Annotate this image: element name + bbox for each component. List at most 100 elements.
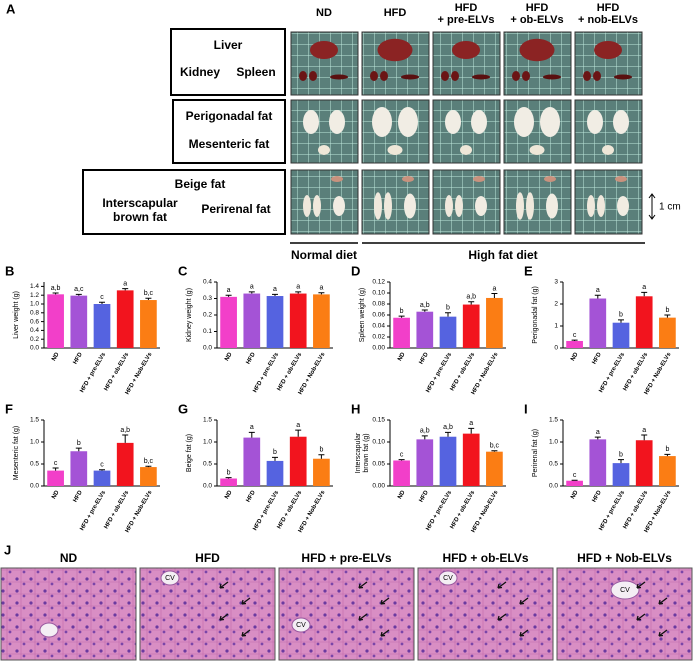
y-tick-label: 1.5 [203, 417, 212, 424]
perirenal-fat [617, 196, 629, 216]
organ-label: Spleen [236, 65, 275, 79]
organ-label: Liver [214, 38, 243, 52]
perigonadal-fat [613, 110, 629, 134]
mesenteric-fat [387, 145, 403, 155]
panel-label: A [6, 1, 16, 16]
error-bar [248, 291, 255, 294]
bar [313, 458, 330, 486]
y-tick-label: 0.0 [549, 483, 558, 490]
y-tick-label: 1 [554, 323, 558, 330]
arrow [519, 629, 529, 637]
brown-fat [313, 195, 321, 217]
x-tick-label: HFD [73, 489, 85, 503]
bar [566, 340, 583, 348]
arrow [658, 597, 668, 605]
spleen [472, 74, 490, 80]
bar [439, 436, 457, 486]
x-tick-label: HFD + ob-ELVs [277, 489, 304, 530]
error-bar [398, 459, 405, 461]
significance-letter: a,b [420, 302, 430, 309]
error-bar [75, 447, 82, 452]
x-tick-label: HFD + ob-ELVs [104, 351, 131, 392]
error-bar [99, 469, 105, 471]
error-bar [618, 319, 624, 323]
significance-letter: b,c [144, 458, 154, 465]
y-tick-label: 1.4 [30, 283, 39, 290]
bar [486, 451, 503, 486]
perigonadal-fat [587, 110, 603, 134]
y-tick-label: 0.04 [372, 323, 385, 330]
error-bar [122, 434, 129, 443]
liver [310, 41, 338, 59]
significance-letter: b [665, 307, 669, 314]
significance-letter: c [573, 472, 577, 479]
perirenal-fat [546, 193, 558, 219]
x-tick-label: HFD [592, 489, 604, 503]
bar [70, 451, 88, 486]
error-bar [52, 292, 59, 295]
y-tick-label: 0.02 [372, 334, 385, 341]
column-header: HFD [455, 2, 478, 14]
significance-letter: a [123, 280, 127, 287]
panel-label: H [351, 401, 360, 416]
bar [220, 296, 237, 348]
x-tick-label: HFD + Nob-ELVs [471, 351, 500, 396]
label-box [82, 169, 286, 235]
column-header: + pre-ELVs [438, 14, 495, 26]
brown-fat [587, 195, 595, 217]
y-tick-label: 0.00 [372, 345, 385, 352]
bar [313, 294, 330, 348]
y-tick-label: 0.2 [203, 312, 212, 319]
perigonadal-fat [471, 110, 487, 134]
x-tick-label: HFD [246, 351, 258, 365]
bar [416, 311, 434, 348]
error-bar [145, 465, 152, 468]
x-tick-label: HFD + pre-ELVs [598, 351, 626, 394]
arrow [636, 581, 646, 589]
histology-image [139, 567, 276, 661]
organ-photo [503, 169, 572, 235]
significance-letter: a [250, 424, 254, 431]
bar [589, 439, 607, 486]
bar [289, 293, 307, 348]
label-box [170, 28, 286, 96]
error-bar [295, 429, 302, 437]
significance-letter: a [596, 429, 600, 436]
label-box [172, 99, 286, 164]
image-title: ND [60, 551, 78, 565]
x-tick-label: HFD + pre-ELVs [425, 351, 453, 394]
column-header: + ob-ELVs [510, 14, 563, 26]
significance-letter: b,c [490, 443, 500, 450]
liver [377, 38, 413, 62]
scale-label: 1 cm [659, 202, 681, 213]
x-tick-label: HFD [246, 489, 258, 503]
bar [635, 296, 653, 348]
cv-label: CV [620, 587, 630, 594]
perigonadal-fat [303, 110, 319, 134]
bar [116, 290, 134, 348]
perirenal-fat [333, 196, 345, 216]
scale-bar [648, 193, 656, 220]
bar [220, 478, 237, 486]
x-tick-label: HFD + Nob-ELVs [298, 489, 327, 534]
image-title: HFD [195, 551, 220, 565]
y-tick-label: 0.12 [372, 279, 385, 286]
error-bar [594, 436, 601, 440]
significance-letter: b [319, 447, 323, 454]
perirenal-fat [475, 196, 487, 216]
panel-label: D [351, 263, 360, 278]
organ-label: Kidney [180, 65, 220, 79]
error-bar [318, 454, 325, 459]
kidney [299, 71, 307, 81]
y-tick-label: 1.5 [30, 417, 39, 424]
brown-fat [526, 192, 534, 220]
perigonadal-fat [398, 107, 418, 137]
arrow [219, 581, 229, 589]
x-tick-label: HFD + pre-ELVs [425, 489, 453, 532]
beige-fat [615, 176, 627, 182]
significance-letter: c [100, 462, 104, 469]
bar [612, 463, 630, 486]
significance-letter: b [400, 308, 404, 315]
significance-letter: a,c [74, 286, 84, 293]
brown-fat [455, 195, 463, 217]
